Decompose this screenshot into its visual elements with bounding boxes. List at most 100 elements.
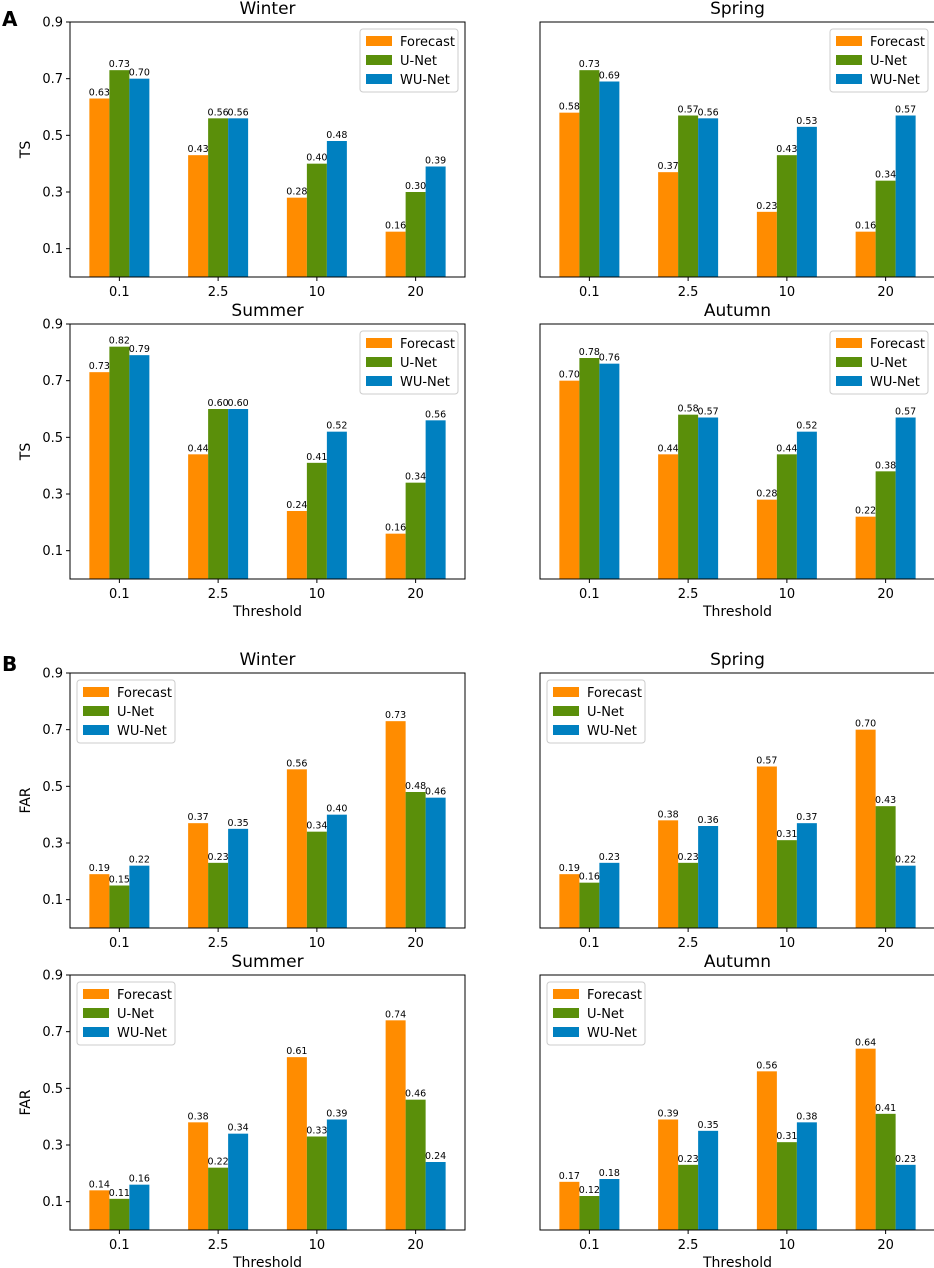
bar-value-label: 0.70	[855, 719, 876, 730]
x-tick-label: 0.1	[109, 587, 130, 602]
chart-5-spring: Spring 0.19 0.38 0.57 0.70 0.16 0.23 0.31 0.43 0.…	[539, 650, 934, 951]
bar-value-label: 0.14	[89, 1179, 110, 1190]
y-tick-label: 0.1	[42, 544, 63, 559]
bar-wu-net-20	[895, 865, 916, 928]
bar-value-label: 0.31	[776, 1131, 797, 1142]
bar-value-label: 0.44	[188, 443, 209, 454]
bar-forecast-2-5	[658, 172, 679, 277]
x-tick-label: 10	[779, 1238, 796, 1253]
bar-value-label: 0.74	[385, 1009, 406, 1020]
bar-forecast-0-1	[559, 112, 580, 278]
bar-forecast-20	[385, 721, 406, 928]
bar-wu-net-10	[326, 431, 347, 579]
bar-wu-net-2-5	[228, 828, 249, 928]
legend-swatch-wu-net	[83, 1027, 109, 1037]
chart-title: Winter	[239, 650, 295, 670]
bar-value-label: 0.60	[228, 398, 249, 409]
plot-frame	[539, 21, 934, 278]
bar-wu-net-2-5	[228, 118, 249, 277]
legend: Forecast U-Net WU-Net	[829, 330, 929, 395]
bar-value-label: 0.39	[425, 156, 446, 167]
legend-label-u-net: U-Net	[117, 1007, 154, 1022]
x-tick-label: 10	[779, 285, 796, 300]
bar-u-net-2-5	[678, 414, 699, 579]
bar-value-label: 0.73	[579, 59, 600, 70]
bar-value-label: 0.52	[326, 421, 347, 432]
bar-value-label: 0.73	[109, 59, 130, 70]
plot-frame	[539, 672, 934, 929]
bar-wu-net-20	[425, 166, 446, 277]
bar-value-label: 0.36	[698, 815, 719, 826]
bar-forecast-10	[756, 766, 777, 928]
bar-value-label: 0.23	[678, 852, 699, 863]
y-axis-label: FAR	[18, 787, 34, 813]
y-tick-label: 0.5	[42, 1082, 63, 1097]
bar-wu-net-2-5	[228, 1133, 249, 1230]
bar-value-label: 0.35	[698, 1120, 719, 1131]
legend-label-u-net: U-Net	[587, 705, 624, 720]
legend-swatch-forecast	[836, 36, 862, 46]
bar-u-net-0-1	[579, 358, 600, 579]
chart-3-autumn: Autumn 0.70 0.44 0.28 0.22 0.78 0.58 0.44 0.38 0.…	[539, 301, 934, 620]
x-tick-label: 10	[309, 1238, 326, 1253]
bar-wu-net-2-5	[698, 417, 719, 579]
legend-swatch-forecast	[836, 338, 862, 348]
bar-value-label: 0.34	[306, 821, 327, 832]
bar-value-label: 0.24	[425, 1151, 446, 1162]
bar-u-net-10	[776, 840, 797, 928]
bar-value-label: 0.56	[228, 107, 249, 118]
legend-label-forecast: Forecast	[870, 337, 925, 352]
legend-label-forecast: Forecast	[587, 686, 642, 701]
y-tick-label: 0.1	[42, 893, 63, 908]
bar-value-label: 0.23	[599, 852, 620, 863]
bar-value-label: 0.22	[129, 855, 150, 866]
bar-value-label: 0.48	[405, 781, 426, 792]
bar-u-net-20	[875, 806, 896, 928]
legend-swatch-wu-net	[366, 74, 392, 84]
bar-u-net-10	[776, 1142, 797, 1230]
chart-title: Autumn	[704, 301, 771, 321]
bar-forecast-10	[756, 499, 777, 579]
y-tick-label: 0.5	[42, 780, 63, 795]
bar-u-net-20	[405, 482, 426, 579]
legend-label-wu-net: WU-Net	[587, 1026, 637, 1041]
bar-value-label: 0.38	[875, 460, 896, 471]
y-tick-label: 0.5	[42, 129, 63, 144]
bar-u-net-20	[405, 1099, 426, 1230]
y-tick-label: 0.1	[42, 1195, 63, 1210]
bar-u-net-20	[405, 192, 426, 277]
bar-value-label: 0.56	[208, 107, 229, 118]
bar-forecast-0-1	[89, 874, 110, 928]
legend-label-wu-net: WU-Net	[400, 73, 450, 88]
bar-value-label: 0.16	[385, 221, 406, 232]
bar-value-label: 0.19	[89, 863, 110, 874]
bar-value-label: 0.63	[89, 88, 110, 99]
x-tick-label: 0.1	[109, 285, 130, 300]
bar-value-label: 0.33	[306, 1126, 327, 1137]
legend-swatch-wu-net	[836, 74, 862, 84]
bar-value-label: 0.73	[385, 710, 406, 721]
legend-label-wu-net: WU-Net	[870, 375, 920, 390]
y-tick-label: 0.5	[42, 431, 63, 446]
x-tick-label: 10	[779, 587, 796, 602]
bar-value-label: 0.43	[875, 795, 896, 806]
x-tick-label: 20	[407, 285, 424, 300]
legend-swatch-forecast	[83, 687, 109, 697]
x-tick-label: 10	[309, 587, 326, 602]
chart-title: Spring	[710, 0, 765, 19]
x-tick-label: 2.5	[208, 587, 229, 602]
x-tick-label: 10	[309, 936, 326, 951]
bar-value-label: 0.78	[579, 347, 600, 358]
bar-value-label: 0.58	[559, 102, 580, 113]
legend-swatch-wu-net	[83, 725, 109, 735]
bar-value-label: 0.57	[895, 105, 916, 116]
charts-group: Winter 0.63 0.43 0.28 0.16 0.73 0.56 0.40 0.30 0.…	[18, 0, 934, 1268]
bar-wu-net-0-1	[129, 355, 150, 579]
y-tick-label: 0.9	[42, 969, 63, 984]
bar-value-label: 0.38	[796, 1111, 817, 1122]
bar-value-label: 0.41	[306, 452, 327, 463]
bar-value-label: 0.35	[228, 818, 249, 829]
bar-forecast-20	[855, 1048, 876, 1230]
legend-swatch-forecast	[83, 989, 109, 999]
legend-swatch-wu-net	[836, 376, 862, 386]
